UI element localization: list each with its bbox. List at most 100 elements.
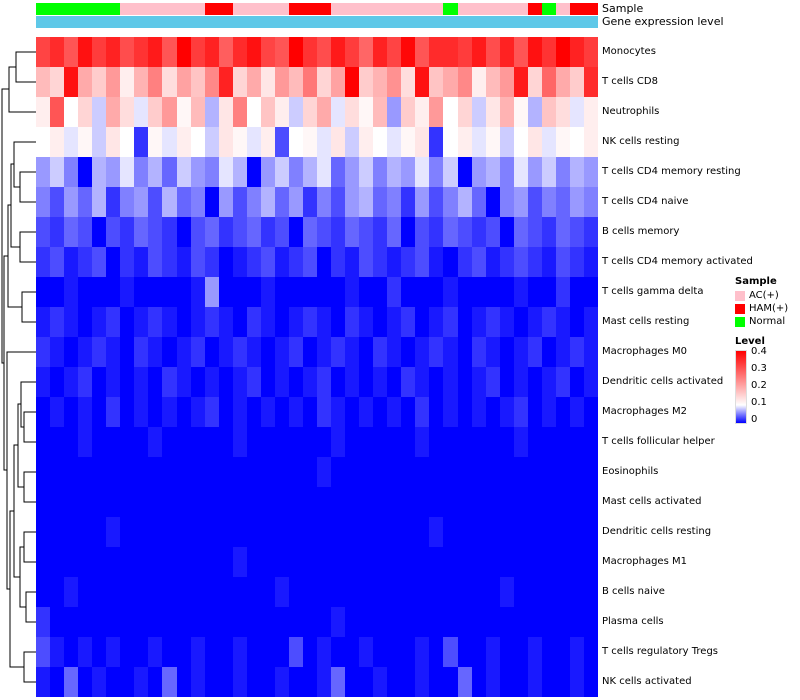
heatmap-cell — [260, 397, 275, 427]
row-label: B cells naive — [602, 586, 665, 597]
heatmap-cell — [373, 367, 388, 397]
heatmap-cell — [92, 37, 107, 67]
heatmap-cell — [527, 157, 542, 187]
heatmap-cell — [541, 217, 556, 247]
heatmap-cell — [148, 67, 163, 97]
sample-annotation-cell — [36, 3, 51, 15]
heatmap-cell — [162, 487, 177, 517]
heatmap-cell — [401, 157, 416, 187]
heatmap-cell — [331, 127, 346, 157]
heatmap-cell — [148, 127, 163, 157]
heatmap-cell — [232, 127, 247, 157]
heatmap-cell — [317, 187, 332, 217]
heatmap-cell — [176, 517, 191, 547]
heatmap-cell — [148, 667, 163, 697]
heatmap-cell — [134, 97, 149, 127]
sample-annotation-cell — [457, 3, 472, 15]
heatmap-cell — [387, 187, 402, 217]
heatmap-cell — [513, 457, 528, 487]
heatmap-cell — [345, 637, 360, 667]
heatmap-cell — [162, 547, 177, 577]
heatmap-cell — [246, 37, 261, 67]
heatmap-cell — [260, 37, 275, 67]
heatmap-cell — [64, 157, 79, 187]
heatmap-cell — [555, 67, 570, 97]
sample-annotation-cell — [401, 3, 416, 15]
heatmap-cell — [359, 127, 374, 157]
heatmap-cell — [176, 457, 191, 487]
heatmap-cell — [387, 247, 402, 277]
heatmap-cell — [36, 67, 51, 97]
heatmap-cell — [373, 247, 388, 277]
heatmap-cell — [302, 337, 317, 367]
heatmap-cell — [288, 397, 303, 427]
heatmap-cell — [204, 607, 219, 637]
heatmap-cell — [232, 37, 247, 67]
heatmap-cell — [120, 37, 135, 67]
heatmap-cell — [78, 517, 93, 547]
heatmap-cell — [443, 637, 458, 667]
heatmap-cell — [218, 547, 233, 577]
heatmap-cell — [218, 217, 233, 247]
heatmap-cell — [92, 487, 107, 517]
heatmap-cell — [331, 67, 346, 97]
heatmap-cell — [317, 637, 332, 667]
heatmap-cell — [162, 37, 177, 67]
heatmap-cell — [485, 217, 500, 247]
legend-item: AC(+) — [735, 290, 799, 302]
legend-item-label: HAM(+) — [749, 303, 789, 314]
heatmap-cell — [148, 397, 163, 427]
heatmap-cell — [359, 67, 374, 97]
heatmap-cell — [288, 607, 303, 637]
legend-sample-items: AC(+) HAM(+) Normal — [735, 290, 799, 328]
heatmap-cell — [415, 37, 430, 67]
heatmap-cell — [204, 97, 219, 127]
heatmap-cell — [401, 607, 416, 637]
heatmap-cell — [260, 127, 275, 157]
heatmap-cell — [232, 157, 247, 187]
heatmap-cell — [274, 517, 289, 547]
heatmap-cell — [541, 67, 556, 97]
sample-annotation-cell — [148, 3, 163, 15]
heatmap-cell — [106, 307, 121, 337]
heatmap-cell — [106, 187, 121, 217]
heatmap-cell — [78, 607, 93, 637]
heatmap-cell — [148, 517, 163, 547]
heatmap-cell — [457, 247, 472, 277]
heatmap-cell — [583, 487, 598, 517]
heatmap-cell — [569, 667, 584, 697]
row-label: Eosinophils — [602, 466, 659, 477]
heatmap-cell — [401, 127, 416, 157]
heatmap-cell — [288, 67, 303, 97]
heatmap-cell — [288, 217, 303, 247]
heatmap-cell — [190, 547, 205, 577]
sample-annotation-cell — [274, 3, 289, 15]
heatmap-cell — [317, 397, 332, 427]
heatmap-cell — [36, 337, 51, 367]
heatmap-cell — [331, 547, 346, 577]
heatmap-cell — [218, 277, 233, 307]
heatmap-cell — [443, 607, 458, 637]
heatmap-cell — [457, 637, 472, 667]
heatmap-cell — [485, 607, 500, 637]
heatmap-cell — [302, 427, 317, 457]
heatmap-cell — [359, 247, 374, 277]
heatmap-cell — [387, 607, 402, 637]
heatmap-cell — [120, 217, 135, 247]
heatmap-cell — [120, 457, 135, 487]
heatmap-cell — [246, 517, 261, 547]
heatmap-cell — [148, 307, 163, 337]
heatmap-cell — [359, 577, 374, 607]
heatmap-cell — [401, 337, 416, 367]
heatmap-cell — [36, 607, 51, 637]
heatmap-cell — [148, 247, 163, 277]
heatmap-cell — [527, 217, 542, 247]
heatmap-cell — [527, 277, 542, 307]
heatmap-cell — [429, 547, 444, 577]
heatmap-cell — [204, 337, 219, 367]
heatmap-cell — [64, 607, 79, 637]
heatmap-cell — [513, 37, 528, 67]
heatmap-cell — [317, 247, 332, 277]
heatmap-cell — [317, 607, 332, 637]
row-labels: Monocytes T cells CD8 Neutrophils NK cells … — [602, 37, 753, 697]
